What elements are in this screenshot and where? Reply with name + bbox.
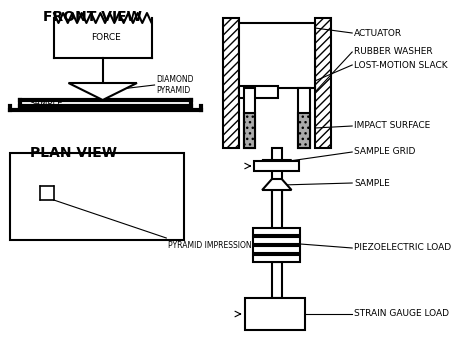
- Text: SAMPLE GRID: SAMPLE GRID: [354, 148, 416, 157]
- Bar: [315, 18, 331, 148]
- Bar: [298, 113, 310, 148]
- Bar: [245, 298, 305, 330]
- Text: ACTUATOR: ACTUATOR: [354, 29, 402, 38]
- Polygon shape: [262, 179, 292, 190]
- Text: PLAN VIEW: PLAN VIEW: [30, 146, 117, 160]
- Text: IMPACT SURFACE: IMPACT SURFACE: [354, 121, 430, 130]
- Bar: [298, 88, 310, 148]
- Text: PIEZOELECTRIC LOAD: PIEZOELECTRIC LOAD: [354, 244, 451, 253]
- Bar: [244, 113, 255, 148]
- Bar: [254, 228, 301, 235]
- Text: STRAIN GAUGE LOAD: STRAIN GAUGE LOAD: [354, 309, 449, 318]
- Bar: [239, 23, 315, 88]
- Text: FORCE: FORCE: [91, 33, 120, 42]
- Text: SAMPLE: SAMPLE: [354, 179, 390, 188]
- Bar: [272, 148, 282, 233]
- Bar: [254, 255, 301, 262]
- Text: PYRAMID IMPRESSION: PYRAMID IMPRESSION: [168, 241, 252, 250]
- Bar: [255, 161, 300, 171]
- Text: FRONT VIEW: FRONT VIEW: [44, 10, 142, 24]
- Text: DIAMOND
PYRAMID: DIAMOND PYRAMID: [156, 75, 194, 95]
- Bar: [254, 246, 301, 253]
- Bar: [10, 153, 184, 240]
- Bar: [40, 186, 54, 200]
- Polygon shape: [262, 160, 292, 170]
- Bar: [272, 262, 282, 298]
- Bar: [239, 86, 278, 98]
- Text: LOST-MOTION SLACK: LOST-MOTION SLACK: [354, 61, 448, 70]
- Bar: [254, 237, 301, 244]
- Polygon shape: [68, 83, 137, 100]
- Text: RUBBER WASHER: RUBBER WASHER: [354, 47, 433, 56]
- Bar: [244, 88, 255, 148]
- Bar: [223, 18, 239, 148]
- Bar: [272, 190, 282, 221]
- Text: SAMPLE: SAMPLE: [29, 98, 63, 108]
